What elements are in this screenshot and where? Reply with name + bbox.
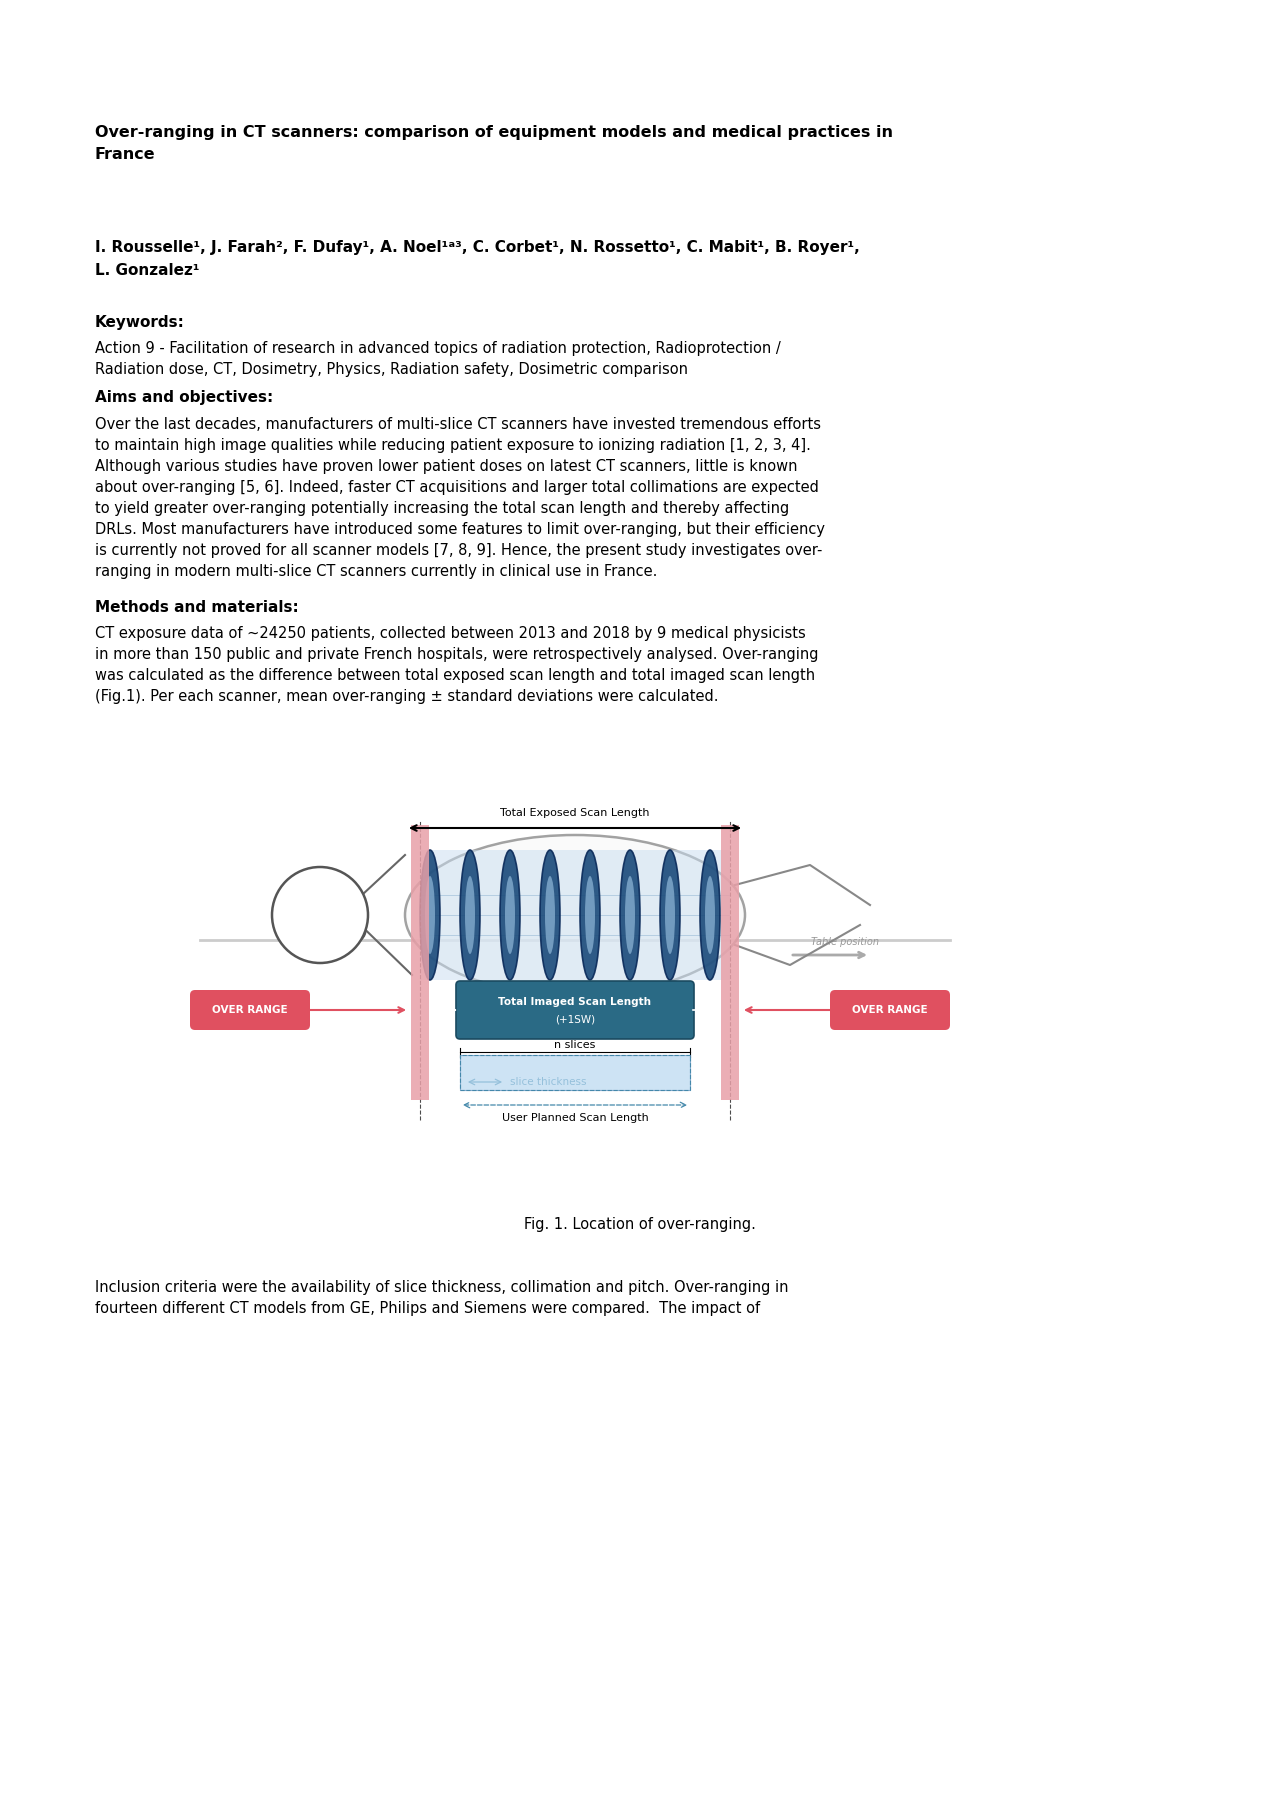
Text: Methods and materials:: Methods and materials: xyxy=(95,599,298,615)
Ellipse shape xyxy=(705,876,716,954)
Ellipse shape xyxy=(580,851,600,979)
Ellipse shape xyxy=(506,876,515,954)
Text: OVER RANGE: OVER RANGE xyxy=(852,1005,928,1015)
Text: User Planned Scan Length: User Planned Scan Length xyxy=(502,1113,649,1122)
Text: Over the last decades, manufacturers of multi-slice CT scanners have invested tr: Over the last decades, manufacturers of … xyxy=(95,416,826,579)
Text: slice thickness: slice thickness xyxy=(509,1077,586,1088)
Ellipse shape xyxy=(666,876,675,954)
FancyBboxPatch shape xyxy=(829,990,950,1030)
Text: Fig. 1. Location of over-ranging.: Fig. 1. Location of over-ranging. xyxy=(524,1216,756,1233)
Ellipse shape xyxy=(620,851,640,979)
Ellipse shape xyxy=(585,876,595,954)
Ellipse shape xyxy=(545,876,556,954)
Bar xyxy=(721,825,739,1100)
Text: I. Rousselle¹, J. Farah², F. Dufay¹, A. Noel¹ᵃ³, C. Corbet¹, N. Rossetto¹, C. Ma: I. Rousselle¹, J. Farah², F. Dufay¹, A. … xyxy=(95,241,860,279)
Text: Inclusion criteria were the availability of slice thickness, collimation and pit: Inclusion criteria were the availability… xyxy=(95,1280,788,1316)
Ellipse shape xyxy=(500,851,520,979)
Bar xyxy=(411,825,429,1100)
Circle shape xyxy=(342,918,366,941)
Text: Keywords:: Keywords: xyxy=(95,315,184,329)
Ellipse shape xyxy=(420,851,440,979)
Bar xyxy=(460,1055,690,1090)
Text: Aims and objectives:: Aims and objectives: xyxy=(95,389,273,405)
Text: (+1SW): (+1SW) xyxy=(556,1015,595,1024)
Bar xyxy=(460,1055,690,1090)
Text: n slices: n slices xyxy=(554,1041,595,1050)
Bar xyxy=(420,851,730,979)
Ellipse shape xyxy=(465,876,475,954)
FancyBboxPatch shape xyxy=(456,981,694,1039)
Ellipse shape xyxy=(700,851,719,979)
Text: Total Exposed Scan Length: Total Exposed Scan Length xyxy=(500,807,650,818)
Circle shape xyxy=(273,867,369,963)
Ellipse shape xyxy=(660,851,680,979)
Ellipse shape xyxy=(540,851,561,979)
Text: OVER RANGE: OVER RANGE xyxy=(212,1005,288,1015)
Ellipse shape xyxy=(425,876,435,954)
FancyBboxPatch shape xyxy=(189,990,310,1030)
Text: Over-ranging in CT scanners: comparison of equipment models and medical practice: Over-ranging in CT scanners: comparison … xyxy=(95,125,893,161)
Text: Table position: Table position xyxy=(812,938,879,947)
Text: Total Imaged Scan Length: Total Imaged Scan Length xyxy=(498,997,652,1006)
Text: CT exposure data of ~24250 patients, collected between 2013 and 2018 by 9 medica: CT exposure data of ~24250 patients, col… xyxy=(95,626,818,704)
Ellipse shape xyxy=(460,851,480,979)
Ellipse shape xyxy=(625,876,635,954)
Ellipse shape xyxy=(404,834,745,996)
Text: Action 9 - Facilitation of research in advanced topics of radiation protection, : Action 9 - Facilitation of research in a… xyxy=(95,340,781,376)
